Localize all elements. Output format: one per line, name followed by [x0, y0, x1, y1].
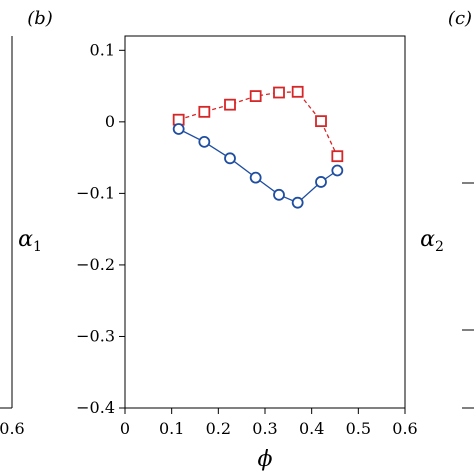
y-axis-label-symbol: α — [18, 227, 33, 252]
data-point-square — [291, 85, 304, 98]
x-tick-label: 0.3 — [252, 419, 277, 438]
series-layer — [172, 85, 344, 209]
data-point-circle — [315, 176, 327, 188]
x-tick-label: 0.5 — [346, 419, 371, 438]
right-panel-remnant: α2 — [420, 182, 474, 409]
data-point-circle — [331, 164, 344, 177]
right-y-axis-label: α2 — [420, 227, 444, 255]
plot-frame — [124, 35, 406, 409]
y-axis-ticks: 0.1 0 −0.1 −0.2 −0.3 −0.4 — [76, 40, 125, 417]
x-tick-label: 0.4 — [299, 419, 324, 438]
left-panel-remnant: 0.6 — [0, 36, 25, 438]
data-point-square — [273, 86, 285, 99]
x-tick-label: 0.1 — [159, 419, 184, 438]
x-axis-label: ϕ — [258, 447, 273, 472]
y-tick-label: 0 — [105, 112, 115, 131]
y-axis-label-subscript: 1 — [33, 239, 42, 255]
y-tick-label: −0.2 — [76, 255, 115, 274]
data-point-circle — [198, 135, 211, 148]
x-axis-ticks: 0 0.1 0.2 0.3 0.4 0.5 0.6 — [120, 408, 418, 438]
y-axis-label: α1 — [18, 227, 42, 255]
x-tick-label: 0.6 — [392, 419, 417, 438]
right-y-axis-label-symbol: α — [420, 227, 435, 252]
data-point-circle — [291, 196, 304, 209]
y-tick-label: −0.3 — [76, 326, 115, 345]
x-tick-label: 0.2 — [206, 419, 231, 438]
panel-label-b: (b) — [27, 8, 53, 29]
right-y-axis-label-subscript: 2 — [435, 239, 444, 255]
data-point-square — [315, 115, 327, 128]
left-panel-tick-label: 0.6 — [0, 419, 25, 438]
data-point-square — [198, 105, 211, 118]
data-point-square — [331, 150, 344, 163]
data-point-square — [249, 90, 262, 102]
data-point-circle — [249, 171, 262, 184]
data-point-circle — [172, 123, 185, 135]
panel-label-c: (c) — [448, 8, 472, 29]
data-point-circle — [273, 188, 285, 201]
data-point-circle — [224, 152, 236, 165]
data-point-square — [224, 98, 236, 111]
x-tick-label: 0 — [120, 419, 130, 438]
y-tick-label: −0.1 — [76, 183, 115, 202]
y-tick-label: −0.4 — [76, 398, 115, 417]
y-tick-label: 0.1 — [90, 40, 115, 59]
